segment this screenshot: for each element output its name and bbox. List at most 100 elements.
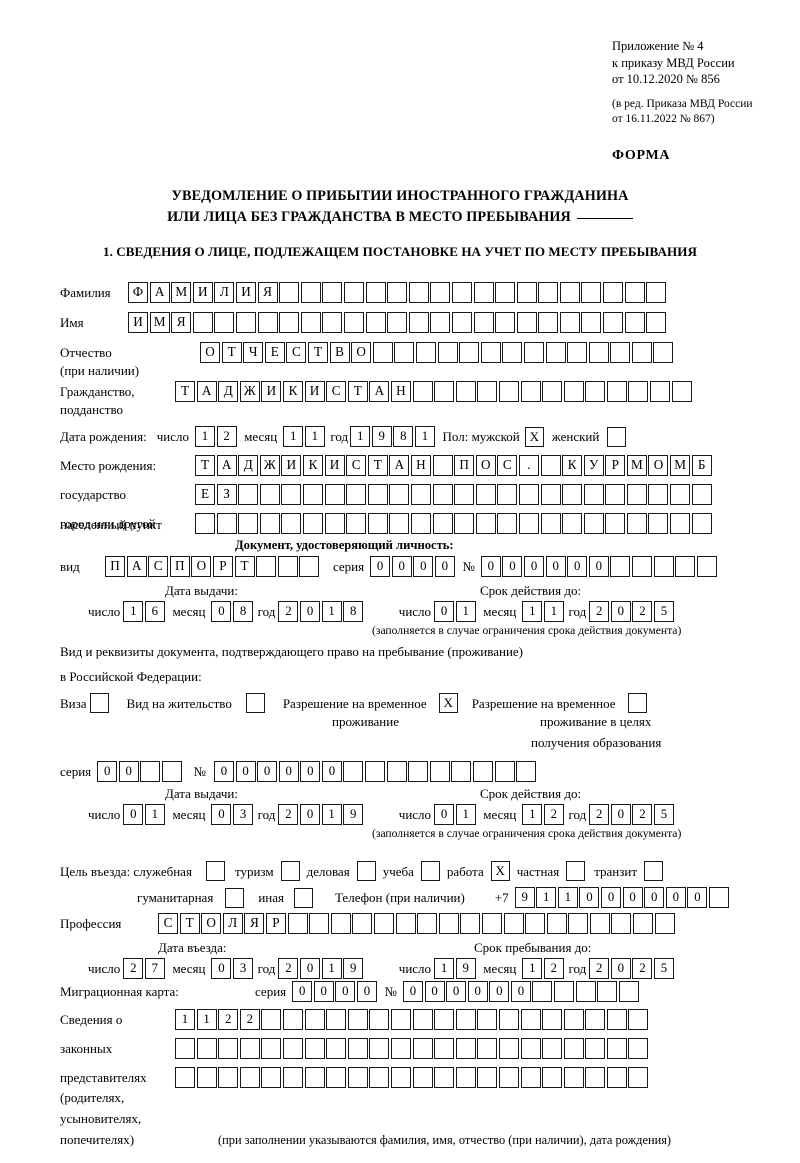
char-box[interactable]: 0 [321,761,342,782]
char-box[interactable] [451,312,472,333]
char-box[interactable] [670,484,691,505]
char-box[interactable]: А [369,381,390,402]
char-box[interactable]: 1 [321,804,342,825]
char-box[interactable] [606,381,627,402]
char-box[interactable] [650,381,671,402]
char-box[interactable]: А [149,282,170,303]
purpose-study-checkbox[interactable] [420,861,440,881]
char-box[interactable]: 0 [687,887,708,908]
char-box[interactable] [408,312,429,333]
char-box[interactable] [326,1067,347,1088]
char-box[interactable] [454,484,475,505]
char-box[interactable]: 2 [216,426,237,447]
char-box[interactable] [516,761,537,782]
char-box[interactable] [610,556,631,577]
char-box[interactable] [394,342,415,363]
char-box[interactable] [299,556,320,577]
char-box[interactable] [516,282,537,303]
char-box[interactable] [654,913,675,934]
char-box[interactable]: Р [265,913,286,934]
char-box[interactable]: 0 [610,958,631,979]
char-box[interactable]: Ж [259,455,280,476]
char-box[interactable]: 0 [313,981,334,1002]
char-box[interactable]: А [126,556,147,577]
char-box[interactable] [631,342,652,363]
char-box[interactable] [239,1038,260,1059]
char-box[interactable]: С [286,342,307,363]
char-box[interactable] [387,312,408,333]
char-box[interactable] [140,761,161,782]
char-box[interactable] [626,513,647,534]
char-box[interactable] [498,381,519,402]
char-box[interactable] [475,513,496,534]
char-box[interactable]: 0 [579,887,600,908]
char-box[interactable] [540,455,561,476]
char-box[interactable]: 0 [97,761,118,782]
char-box[interactable] [434,1038,455,1059]
char-box[interactable]: Н [390,381,411,402]
char-box[interactable] [282,1067,303,1088]
char-box[interactable] [367,513,388,534]
sex-female-checkbox[interactable] [607,426,627,447]
char-box[interactable]: А [196,381,217,402]
char-box[interactable] [330,913,351,934]
char-box[interactable] [545,342,566,363]
char-box[interactable] [324,484,345,505]
char-box[interactable]: 9 [371,426,392,447]
char-box[interactable]: 8 [393,426,414,447]
char-box[interactable] [326,1038,347,1059]
char-box[interactable] [196,1038,217,1059]
char-box[interactable]: 2 [589,958,610,979]
char-box[interactable] [542,381,563,402]
char-box[interactable]: 9 [514,887,535,908]
char-box[interactable] [495,312,516,333]
char-box[interactable] [567,342,588,363]
char-box[interactable] [304,1038,325,1059]
purpose-tourism-checkbox[interactable] [280,861,300,881]
char-box[interactable]: 5 [654,958,674,979]
char-box[interactable] [281,513,302,534]
char-box[interactable]: И [192,282,213,303]
char-box[interactable] [387,282,408,303]
char-box[interactable] [430,282,451,303]
char-box[interactable] [589,913,610,934]
char-box[interactable] [495,282,516,303]
char-box[interactable] [277,556,298,577]
char-box[interactable]: О [191,556,212,577]
char-box[interactable]: Е [264,342,285,363]
char-box[interactable]: 0 [300,958,321,979]
char-box[interactable] [389,484,410,505]
char-box[interactable] [562,484,583,505]
char-box[interactable] [477,381,498,402]
char-box[interactable] [628,1067,649,1088]
char-box[interactable] [525,913,546,934]
purpose-work-checkbox[interactable]: X [490,861,510,881]
char-box[interactable] [523,342,544,363]
char-box[interactable] [498,1067,519,1088]
char-box[interactable] [671,381,692,402]
legal-rep-input-row2[interactable] [175,1038,650,1059]
char-box[interactable] [192,312,213,333]
char-box[interactable] [300,312,321,333]
char-box[interactable] [648,513,669,534]
char-box[interactable] [367,484,388,505]
purpose-humanitarian-checkbox[interactable] [225,887,245,908]
char-box[interactable] [408,282,429,303]
char-box[interactable]: И [304,381,325,402]
char-box[interactable]: Т [175,381,195,402]
char-box[interactable] [633,913,654,934]
char-box[interactable] [415,342,436,363]
char-box[interactable]: Т [221,342,242,363]
char-box[interactable]: Я [171,312,192,333]
birth-place-input-row3[interactable] [195,513,713,534]
